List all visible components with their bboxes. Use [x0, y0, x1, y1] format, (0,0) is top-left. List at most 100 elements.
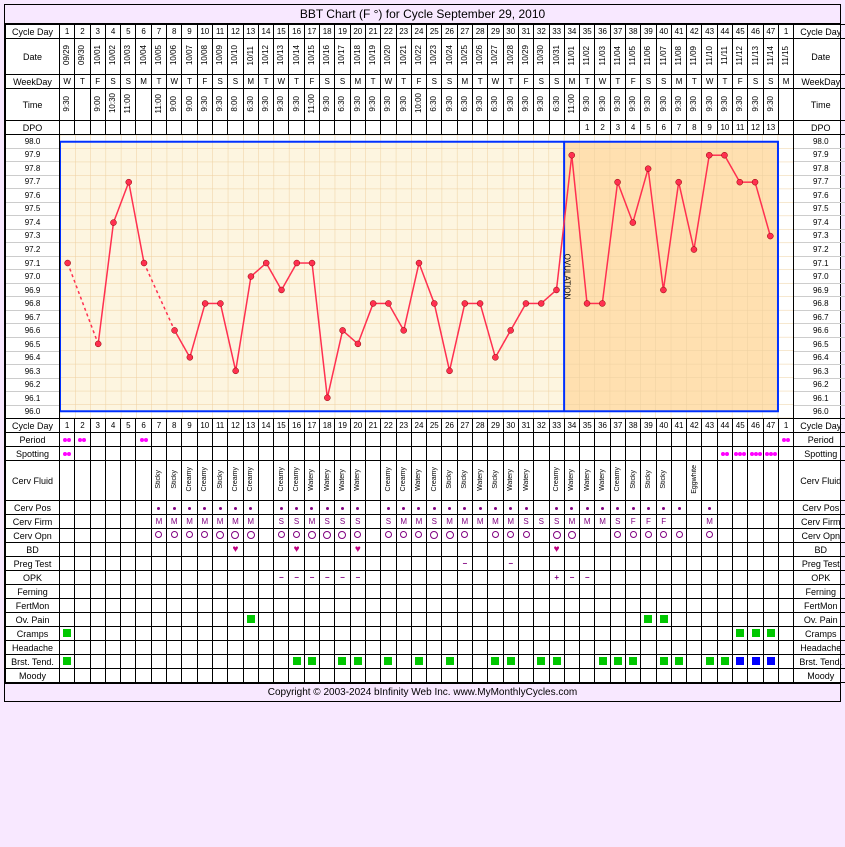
cell: 32: [534, 419, 549, 433]
cell: S: [442, 75, 457, 89]
cell: 29: [488, 419, 503, 433]
cell: M: [457, 75, 472, 89]
cell: T: [396, 75, 411, 89]
cell: [503, 121, 518, 135]
chart-title: BBT Chart (F °) for Cycle September 29, …: [5, 5, 840, 24]
cell: 24: [411, 25, 426, 39]
cell: 21: [365, 419, 380, 433]
cell: 10/14: [289, 39, 304, 75]
cell: 11/09: [687, 39, 702, 75]
cell: 4: [105, 419, 120, 433]
cell: 8: [167, 25, 182, 39]
cell: 36: [595, 25, 610, 39]
cell: [396, 121, 411, 135]
cell: 10/23: [427, 39, 442, 75]
cell: [457, 121, 472, 135]
cell: [228, 121, 243, 135]
cell: 10/22: [411, 39, 426, 75]
cell: 30: [503, 25, 518, 39]
cell: 10/08: [197, 39, 212, 75]
cell: 10/03: [121, 39, 136, 75]
cell: 3: [90, 419, 105, 433]
cell: 17: [304, 25, 319, 39]
cell: 44: [717, 25, 732, 39]
cell: 11/11: [717, 39, 732, 75]
cell: 10: [197, 419, 212, 433]
cell: 8: [167, 419, 182, 433]
cell: [258, 121, 273, 135]
cell: 10/05: [151, 39, 166, 75]
cell: 09/29: [60, 39, 75, 75]
cell: 10/04: [136, 39, 151, 75]
cell: 39: [641, 419, 656, 433]
cell: 42: [687, 419, 702, 433]
cell: [151, 121, 166, 135]
cell: [564, 121, 579, 135]
cell: W: [595, 75, 610, 89]
cell: S: [763, 75, 778, 89]
row-label: Date: [794, 39, 845, 75]
cell: 11/01: [564, 39, 579, 75]
cell: 6: [136, 419, 151, 433]
cell: W: [167, 75, 182, 89]
footer: Copyright © 2003-2024 bInfinity Web Inc.…: [5, 683, 840, 701]
cell: 33: [549, 419, 564, 433]
cell: 11: [733, 121, 748, 135]
cell: 43: [702, 25, 717, 39]
cell: 1: [778, 25, 793, 39]
cell: 27: [457, 25, 472, 39]
row-label: DPO: [794, 121, 845, 135]
cell: 10/10: [228, 39, 243, 75]
cell: 1: [60, 25, 75, 39]
cell: 31: [518, 419, 533, 433]
cell: 11: [212, 419, 227, 433]
cell: 40: [656, 419, 671, 433]
cell: 32: [534, 25, 549, 39]
cell: 25: [427, 419, 442, 433]
cell: 10/11: [243, 39, 258, 75]
cell: 28: [473, 25, 488, 39]
cell: 11/08: [671, 39, 686, 75]
temperature-chart: OVULATION: [60, 135, 794, 419]
cell: F: [625, 75, 640, 89]
cell: W: [60, 75, 75, 89]
row-label: Cycle Day: [6, 419, 60, 433]
cell: W: [381, 75, 396, 89]
cell: 13: [763, 121, 778, 135]
cell: 47: [763, 25, 778, 39]
cell: 10/06: [167, 39, 182, 75]
cell: [289, 121, 304, 135]
cell: 9: [182, 419, 197, 433]
cell: 10/31: [549, 39, 564, 75]
cell: S: [212, 75, 227, 89]
cell: [320, 121, 335, 135]
cell: 12: [228, 419, 243, 433]
cell: M: [671, 75, 686, 89]
cell: 38: [625, 419, 640, 433]
cell: 10/25: [457, 39, 472, 75]
cell: 46: [748, 25, 763, 39]
cell: S: [748, 75, 763, 89]
cell: 23: [396, 419, 411, 433]
cell: [75, 121, 90, 135]
cell: 10/07: [182, 39, 197, 75]
cell: 9: [182, 25, 197, 39]
cell: 37: [610, 25, 625, 39]
cell: 3: [610, 121, 625, 135]
cell: M: [350, 75, 365, 89]
cell: 26: [442, 419, 457, 433]
cell: [549, 121, 564, 135]
cell: 47: [763, 419, 778, 433]
cell: 37: [610, 419, 625, 433]
row-label: Cycle Day: [6, 25, 60, 39]
cell: [411, 121, 426, 135]
cell: F: [197, 75, 212, 89]
cell: 10/09: [212, 39, 227, 75]
cell: 34: [564, 25, 579, 39]
row-label: Cycle Day: [794, 419, 845, 433]
cell: 19: [335, 25, 350, 39]
cell: 10/17: [335, 39, 350, 75]
cell: 5: [121, 25, 136, 39]
cell: 27: [457, 419, 472, 433]
cell: S: [427, 75, 442, 89]
